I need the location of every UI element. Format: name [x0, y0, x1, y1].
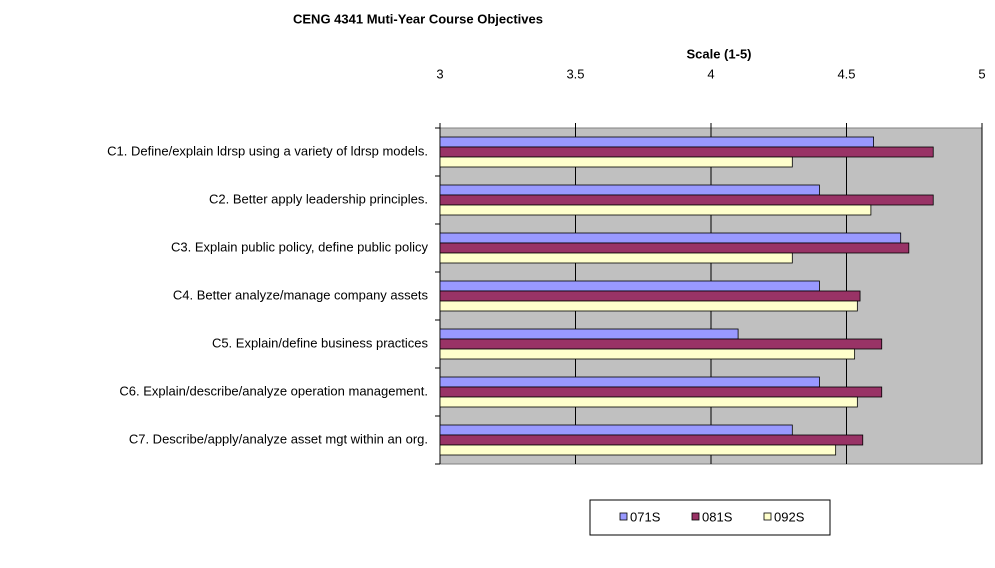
bar [439, 444, 837, 456]
bar [439, 136, 875, 148]
bar [439, 232, 902, 244]
legend-swatch [619, 512, 628, 521]
legend-swatch [763, 512, 772, 521]
bar [439, 184, 820, 196]
y-tick-label: C3. Explain public policy, define public… [171, 239, 429, 254]
legend-label: 071S [630, 509, 661, 524]
bar [439, 300, 858, 312]
legend-label: 081S [702, 509, 733, 524]
bar [439, 386, 883, 398]
bar [439, 424, 793, 436]
chart-title: CENG 4341 Muti-Year Course Objectives [293, 11, 543, 26]
legend-swatch [691, 512, 700, 521]
x-tick-label: 5 [978, 66, 985, 81]
legend-box [589, 499, 831, 536]
bar [439, 434, 864, 446]
bar [439, 280, 820, 292]
bar [439, 376, 820, 388]
y-tick-label: C1. Define/explain ldrsp using a variety… [107, 143, 428, 158]
axis-label: Scale (1-5) [686, 46, 751, 61]
bar [439, 194, 934, 206]
y-tick-label: C2. Better apply leadership principles. [209, 191, 428, 206]
y-tick-label: C6. Explain/describe/analyze operation m… [119, 383, 428, 398]
bar [439, 396, 858, 408]
x-tick-label: 3.5 [566, 66, 584, 81]
bar [439, 242, 910, 254]
x-tick-label: 3 [436, 66, 443, 81]
y-tick-label: C5. Explain/define business practices [212, 335, 429, 350]
bar [439, 348, 856, 360]
bar [439, 328, 739, 340]
bar [439, 146, 934, 158]
bar [439, 204, 872, 216]
y-tick-label: C7. Describe/apply/analyze asset mgt wit… [129, 431, 428, 446]
bar [439, 290, 861, 302]
bar [439, 252, 793, 264]
legend-label: 092S [774, 509, 805, 524]
x-tick-label: 4 [707, 66, 714, 81]
bar [439, 338, 883, 350]
x-tick-label: 4.5 [837, 66, 855, 81]
bar [439, 156, 793, 168]
y-tick-label: C4. Better analyze/manage company assets [173, 287, 429, 302]
